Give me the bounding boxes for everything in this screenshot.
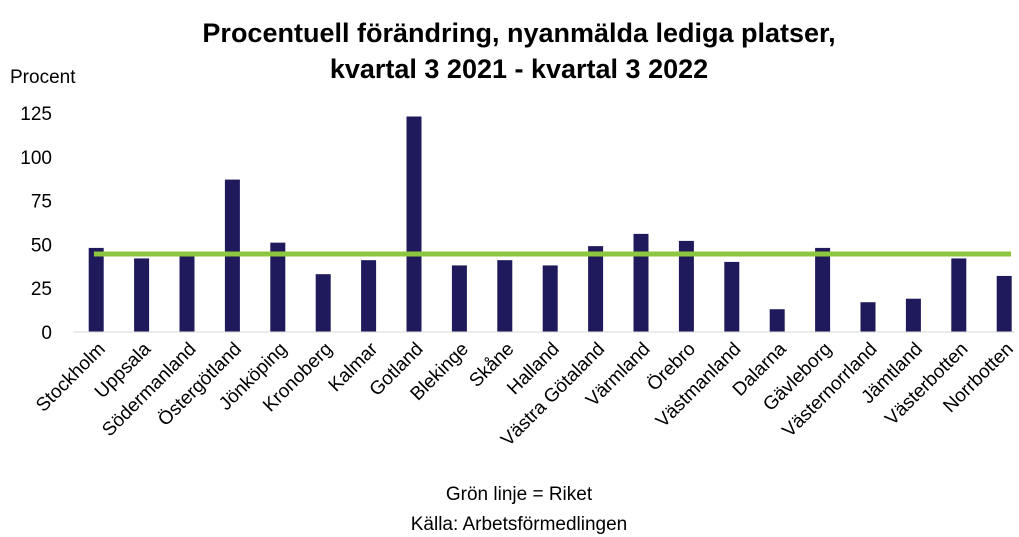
note: Källa: Arbetsförmedlingen bbox=[411, 514, 628, 535]
y-axis-label: Procent bbox=[10, 67, 76, 88]
bar bbox=[88, 247, 104, 332]
x-tick-label: Stockholm bbox=[32, 339, 110, 417]
bar bbox=[769, 309, 785, 332]
bar bbox=[633, 233, 649, 332]
bar bbox=[588, 246, 604, 332]
bar bbox=[996, 275, 1012, 332]
bar bbox=[451, 265, 467, 332]
bar bbox=[951, 258, 967, 332]
bar bbox=[406, 116, 422, 332]
y-tick-label: 0 bbox=[41, 323, 52, 344]
chart-title: Procentuell förändring, nyanmälda lediga… bbox=[202, 18, 835, 48]
note: Grön linje = Riket bbox=[446, 484, 593, 505]
bar bbox=[361, 260, 377, 332]
bar bbox=[542, 265, 558, 332]
bar bbox=[860, 302, 876, 332]
bar bbox=[724, 261, 740, 332]
bar bbox=[905, 298, 921, 332]
y-tick-label: 25 bbox=[31, 279, 52, 300]
bar bbox=[270, 242, 286, 332]
chart-title: kvartal 3 2021 - kvartal 3 2022 bbox=[330, 54, 708, 84]
bar bbox=[179, 254, 195, 332]
bar bbox=[678, 240, 694, 332]
bar bbox=[315, 274, 331, 332]
y-tick-label: 125 bbox=[20, 104, 52, 125]
y-tick-label: 100 bbox=[20, 148, 52, 169]
bar bbox=[497, 260, 513, 332]
bar bbox=[134, 258, 150, 332]
y-tick-label: 50 bbox=[31, 235, 52, 256]
y-tick-label: 75 bbox=[31, 192, 52, 213]
bar bbox=[815, 247, 831, 332]
